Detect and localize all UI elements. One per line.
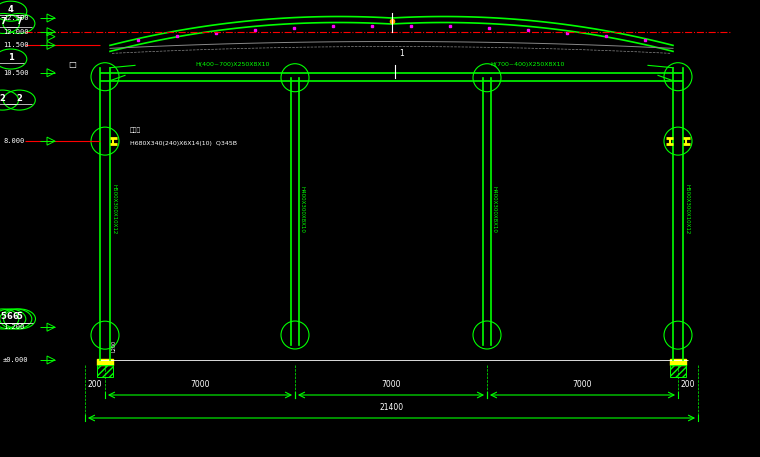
Text: H680X340(240)X6X14(10)  Q345B: H680X340(240)X6X14(10) Q345B: [130, 141, 237, 146]
Text: 6: 6: [7, 313, 13, 321]
Text: 1: 1: [8, 53, 14, 62]
Text: 21400: 21400: [379, 403, 404, 412]
Text: H(400~700)X250X8X10: H(400~700)X250X8X10: [195, 62, 269, 67]
Text: 6: 6: [13, 313, 19, 321]
Bar: [670, 365, 686, 377]
Text: 5: 5: [17, 313, 23, 321]
Bar: [97, 359, 113, 365]
Text: H(700~400)X250X8X10: H(700~400)X250X8X10: [490, 62, 565, 67]
Text: 7000: 7000: [573, 380, 592, 389]
Text: 7000: 7000: [190, 380, 210, 389]
Bar: [97, 365, 113, 377]
Text: 1: 1: [400, 49, 404, 58]
Text: 7: 7: [1, 17, 6, 26]
Text: 4: 4: [8, 5, 14, 14]
Text: 5: 5: [0, 313, 6, 321]
Text: 11.500: 11.500: [3, 43, 29, 48]
Text: H500X300X10X12: H500X300X10X12: [112, 184, 116, 235]
Text: 2: 2: [0, 94, 5, 102]
Text: 2: 2: [17, 94, 22, 102]
Text: □: □: [68, 60, 76, 69]
Text: L200: L200: [112, 340, 116, 352]
Text: 200: 200: [681, 380, 695, 389]
Text: 8.000: 8.000: [3, 138, 24, 144]
Text: 12.500: 12.500: [3, 15, 29, 21]
Bar: [670, 359, 686, 365]
Text: ±0.000: ±0.000: [3, 357, 29, 363]
Text: 12.000: 12.000: [3, 29, 29, 35]
Text: 1.200: 1.200: [3, 324, 24, 330]
Text: H500X300X10X12: H500X300X10X12: [685, 184, 689, 235]
Text: 7: 7: [16, 17, 22, 26]
Text: 7000: 7000: [382, 380, 401, 389]
Text: H400X300X8X10: H400X300X8X10: [492, 186, 496, 233]
Text: 200: 200: [87, 380, 103, 389]
Text: H400X300X8X10: H400X300X8X10: [299, 186, 305, 233]
Text: 10.500: 10.500: [3, 70, 29, 76]
Text: 吸车梁: 吸车梁: [130, 128, 141, 133]
